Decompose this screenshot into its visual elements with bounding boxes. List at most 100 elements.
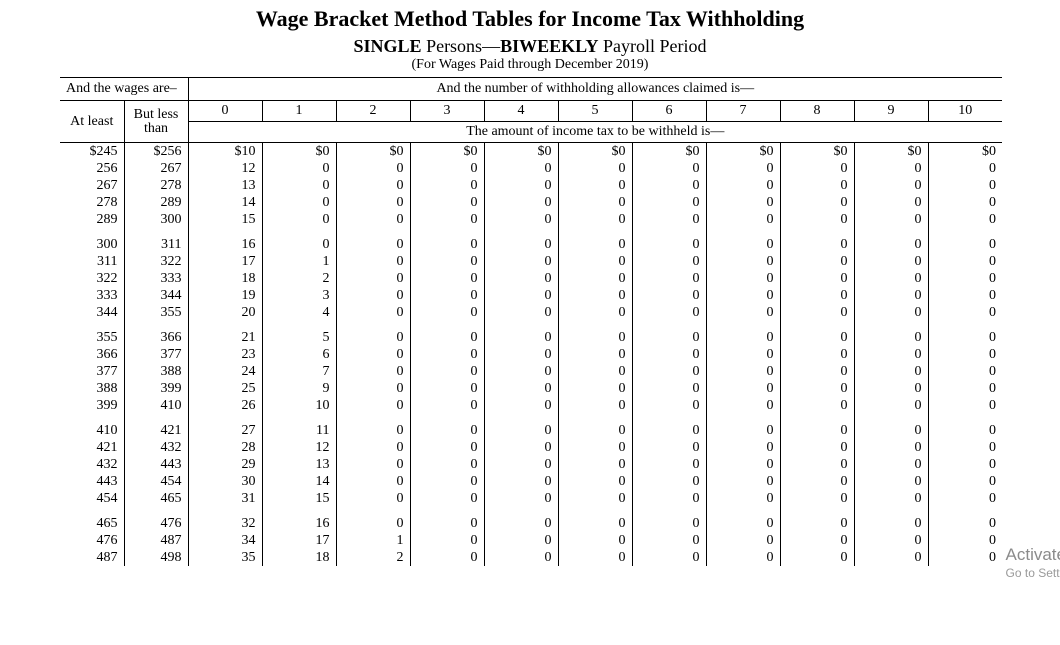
allowance-col-2: 2 bbox=[336, 101, 410, 122]
cell-withheld: 0 bbox=[410, 194, 484, 211]
cell-withheld: 0 bbox=[336, 346, 410, 363]
cell-withheld: 0 bbox=[484, 304, 558, 321]
cell-at-least: 311 bbox=[60, 253, 124, 270]
cell-withheld: 0 bbox=[410, 346, 484, 363]
cell-but-less: 289 bbox=[124, 194, 188, 211]
cell-withheld: 31 bbox=[188, 490, 262, 507]
cell-withheld: 0 bbox=[632, 253, 706, 270]
cell-withheld: 0 bbox=[706, 490, 780, 507]
wage-table-body-clip: $245$256$10$0$0$0$0$0$0$0$0$0$0256267120… bbox=[60, 143, 1000, 645]
cell-withheld: 5 bbox=[262, 329, 336, 346]
cell-withheld: 0 bbox=[336, 253, 410, 270]
cell-but-less: 498 bbox=[124, 549, 188, 566]
cell-withheld: 0 bbox=[706, 177, 780, 194]
cell-withheld: 11 bbox=[262, 422, 336, 439]
activate-line1: Activate Win bbox=[1006, 546, 1060, 564]
cell-withheld: $0 bbox=[262, 143, 336, 160]
cell-withheld: 17 bbox=[262, 532, 336, 549]
cell-withheld: 10 bbox=[262, 397, 336, 414]
cell-withheld: 0 bbox=[706, 346, 780, 363]
cell-withheld: 0 bbox=[484, 236, 558, 253]
but-less-line1: But less bbox=[134, 107, 179, 122]
table-row: 4544653115000000000 bbox=[60, 490, 1000, 507]
cell-withheld: 0 bbox=[484, 363, 558, 380]
cell-withheld: 0 bbox=[336, 177, 410, 194]
cell-withheld: 0 bbox=[928, 397, 1000, 414]
cell-withheld: 0 bbox=[854, 177, 928, 194]
cell-withheld: 0 bbox=[854, 270, 928, 287]
subtitle-bold-2: BIWEEKLY bbox=[500, 36, 598, 56]
cell-withheld: 9 bbox=[262, 380, 336, 397]
cell-withheld: 0 bbox=[484, 549, 558, 566]
cell-but-less: 432 bbox=[124, 439, 188, 456]
cell-withheld: 0 bbox=[484, 211, 558, 228]
cell-withheld: 0 bbox=[632, 160, 706, 177]
cell-withheld: 12 bbox=[188, 160, 262, 177]
cell-withheld: 14 bbox=[188, 194, 262, 211]
cell-withheld: 0 bbox=[410, 397, 484, 414]
table-row: 267278130000000000 bbox=[60, 177, 1000, 194]
cell-withheld: 0 bbox=[484, 532, 558, 549]
cell-withheld: 0 bbox=[780, 270, 854, 287]
cell-withheld: 0 bbox=[780, 304, 854, 321]
cell-but-less: 377 bbox=[124, 346, 188, 363]
cell-withheld: 0 bbox=[854, 422, 928, 439]
cell-withheld: 0 bbox=[928, 363, 1000, 380]
cell-at-least: 410 bbox=[60, 422, 124, 439]
cell-withheld: 0 bbox=[706, 160, 780, 177]
cell-withheld: $0 bbox=[854, 143, 928, 160]
cell-withheld: 0 bbox=[780, 515, 854, 532]
cell-withheld: 18 bbox=[188, 270, 262, 287]
table-row: 366377236000000000 bbox=[60, 346, 1000, 363]
cell-withheld: $0 bbox=[706, 143, 780, 160]
cell-withheld: 0 bbox=[706, 211, 780, 228]
cell-withheld: 0 bbox=[854, 456, 928, 473]
cell-withheld: 0 bbox=[410, 422, 484, 439]
but-less-header: But less than bbox=[124, 101, 188, 143]
cell-withheld: 35 bbox=[188, 549, 262, 566]
cell-withheld: 0 bbox=[410, 490, 484, 507]
cell-withheld: 0 bbox=[780, 346, 854, 363]
cell-withheld: 0 bbox=[558, 177, 632, 194]
cell-withheld: 0 bbox=[484, 490, 558, 507]
cell-at-least: 443 bbox=[60, 473, 124, 490]
cell-withheld: 0 bbox=[336, 160, 410, 177]
cell-withheld: 0 bbox=[706, 194, 780, 211]
cell-withheld: 21 bbox=[188, 329, 262, 346]
cell-withheld: 0 bbox=[854, 194, 928, 211]
allowance-col-0: 0 bbox=[188, 101, 262, 122]
cell-at-least: 278 bbox=[60, 194, 124, 211]
cell-withheld: 0 bbox=[928, 422, 1000, 439]
cell-withheld: 34 bbox=[188, 532, 262, 549]
cell-withheld: 0 bbox=[262, 194, 336, 211]
cell-withheld: 0 bbox=[706, 397, 780, 414]
cell-withheld: 0 bbox=[706, 473, 780, 490]
cell-withheld: 0 bbox=[706, 363, 780, 380]
allowance-col-9: 9 bbox=[854, 101, 928, 122]
cell-withheld: 0 bbox=[410, 160, 484, 177]
cell-withheld: 0 bbox=[928, 236, 1000, 253]
cell-but-less: 454 bbox=[124, 473, 188, 490]
cell-withheld: 0 bbox=[336, 270, 410, 287]
cell-withheld: 0 bbox=[484, 456, 558, 473]
cell-withheld: 0 bbox=[780, 380, 854, 397]
cell-withheld: 0 bbox=[780, 473, 854, 490]
cell-withheld: 0 bbox=[336, 515, 410, 532]
cell-withheld: 0 bbox=[632, 490, 706, 507]
cell-withheld: 0 bbox=[262, 236, 336, 253]
cell-withheld: 0 bbox=[706, 253, 780, 270]
cell-withheld: 0 bbox=[558, 456, 632, 473]
cell-but-less: 278 bbox=[124, 177, 188, 194]
cell-withheld: 0 bbox=[632, 532, 706, 549]
cell-withheld: 13 bbox=[262, 456, 336, 473]
cell-withheld: 0 bbox=[780, 287, 854, 304]
document-page: Wage Bracket Method Tables for Income Ta… bbox=[0, 0, 1060, 645]
cell-withheld: 0 bbox=[484, 515, 558, 532]
cell-withheld: 18 bbox=[262, 549, 336, 566]
cell-withheld: 0 bbox=[706, 270, 780, 287]
cell-withheld: 0 bbox=[854, 236, 928, 253]
cell-withheld: 0 bbox=[484, 397, 558, 414]
cell-withheld: 0 bbox=[928, 160, 1000, 177]
cell-withheld: 0 bbox=[484, 329, 558, 346]
cell-withheld: 0 bbox=[780, 549, 854, 566]
